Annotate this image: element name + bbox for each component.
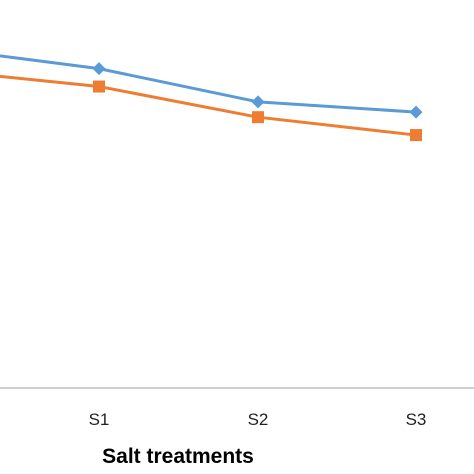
x-tick-label-S3: S3: [406, 410, 427, 429]
series-1: [0, 54, 423, 119]
series-2-point-S1: [93, 80, 105, 93]
series-layer: [0, 54, 423, 142]
x-tick-label-S2: S2: [248, 410, 269, 429]
series-2: [0, 74, 422, 142]
series-2-line: [0, 74, 417, 137]
series-1-line: [0, 54, 417, 114]
x-axis-title: Salt treatments: [102, 445, 254, 468]
series-1-point-S3: [409, 105, 423, 119]
x-tick-label-S1: S1: [89, 410, 110, 429]
series-1-point-S1: [92, 62, 106, 76]
series-2-point-S2: [252, 111, 264, 124]
series-2-point-S3: [410, 129, 422, 142]
series-1-point-S2: [251, 95, 265, 109]
x-tick-labels: S1 S2 S3: [89, 410, 427, 429]
